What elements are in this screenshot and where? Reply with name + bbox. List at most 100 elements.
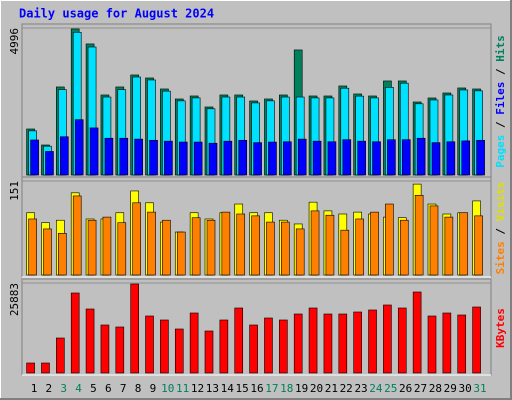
bar	[279, 319, 288, 374]
legend-separator: /	[494, 221, 507, 241]
bar	[117, 222, 127, 276]
bar	[442, 312, 452, 374]
x-tick-label: 29	[444, 382, 457, 395]
bar	[459, 212, 469, 276]
bar	[429, 205, 439, 276]
x-tick-label: 11	[176, 382, 189, 395]
bar	[308, 307, 318, 374]
y-tick-label: 4996	[8, 28, 21, 55]
bar	[176, 231, 186, 276]
x-tick-label: 4	[75, 382, 82, 395]
bar	[89, 127, 99, 176]
x-tick-label: 25	[384, 382, 397, 395]
bar	[119, 137, 129, 176]
bar	[236, 213, 246, 276]
bar	[342, 139, 352, 176]
x-tick-label: 16	[250, 382, 263, 395]
bar	[85, 308, 95, 374]
x-tick-label: 19	[295, 382, 308, 395]
bar	[338, 313, 348, 374]
x-tick-label: 6	[105, 382, 112, 395]
bar	[385, 203, 394, 276]
bar	[72, 195, 82, 276]
bar	[414, 195, 424, 276]
legend-entry: KBytes	[494, 308, 507, 348]
bar	[264, 317, 273, 374]
bar	[461, 140, 471, 176]
x-tick-label: 28	[429, 382, 442, 395]
bar	[327, 141, 337, 176]
bar	[206, 219, 216, 276]
x-tick-label: 20	[310, 382, 323, 395]
bar	[100, 324, 110, 374]
bar	[412, 291, 422, 374]
legend-separator: /	[494, 115, 507, 135]
legend-entry: Files	[494, 82, 507, 115]
x-tick-label: 2	[46, 382, 53, 395]
bar	[193, 141, 203, 176]
bar	[355, 218, 364, 276]
bar	[387, 139, 396, 176]
x-tick-label: 23	[354, 382, 367, 395]
bar	[283, 141, 292, 176]
bar	[372, 141, 381, 176]
bar	[474, 215, 483, 276]
x-tick-label: 15	[236, 382, 249, 395]
bar	[312, 140, 322, 176]
bar	[357, 140, 366, 176]
x-tick-label: 30	[459, 382, 472, 395]
bar	[368, 309, 377, 374]
bar	[281, 221, 290, 276]
bar	[174, 328, 184, 374]
bar	[132, 202, 141, 276]
bar	[145, 315, 154, 374]
bar	[70, 292, 80, 374]
bar	[444, 216, 454, 276]
x-tick-label: 1	[31, 382, 38, 395]
chart-title: Daily usage for August 2024	[19, 7, 214, 21]
x-tick-label: 21	[325, 382, 338, 395]
legend-entry: Visits	[494, 182, 507, 222]
bar	[219, 319, 229, 374]
bar	[416, 137, 426, 176]
bar	[457, 314, 467, 374]
bar	[56, 337, 65, 374]
bar	[295, 228, 305, 276]
bar	[249, 324, 258, 374]
bar	[204, 330, 214, 374]
bar	[268, 141, 277, 176]
bar	[297, 138, 307, 176]
bar	[234, 307, 244, 374]
bar	[208, 142, 218, 176]
y-tick-label: 25883	[8, 283, 21, 316]
bar	[164, 140, 173, 176]
bar	[266, 221, 275, 276]
bar	[162, 219, 171, 276]
bar	[427, 315, 437, 374]
bar	[87, 219, 97, 276]
bar	[58, 232, 67, 276]
bar	[30, 139, 39, 176]
bar	[130, 283, 139, 374]
legend: KBytes	[494, 308, 507, 348]
bar	[446, 141, 456, 176]
x-tick-label: 10	[161, 382, 174, 395]
bar	[293, 313, 303, 374]
bar	[178, 141, 188, 176]
bar	[397, 307, 407, 374]
x-tick-label: 27	[414, 382, 427, 395]
bar	[160, 319, 169, 374]
legend-entry: Hits	[494, 35, 507, 62]
x-tick-label: 22	[340, 382, 353, 395]
bar	[238, 139, 248, 176]
x-tick-label: 14	[221, 382, 235, 395]
bar	[476, 139, 485, 176]
bar	[134, 138, 143, 176]
x-tick-label: 3	[60, 382, 67, 395]
bar	[223, 140, 233, 176]
bar	[60, 136, 69, 176]
legend-separator: /	[494, 62, 507, 82]
x-tick-label: 7	[120, 382, 127, 395]
